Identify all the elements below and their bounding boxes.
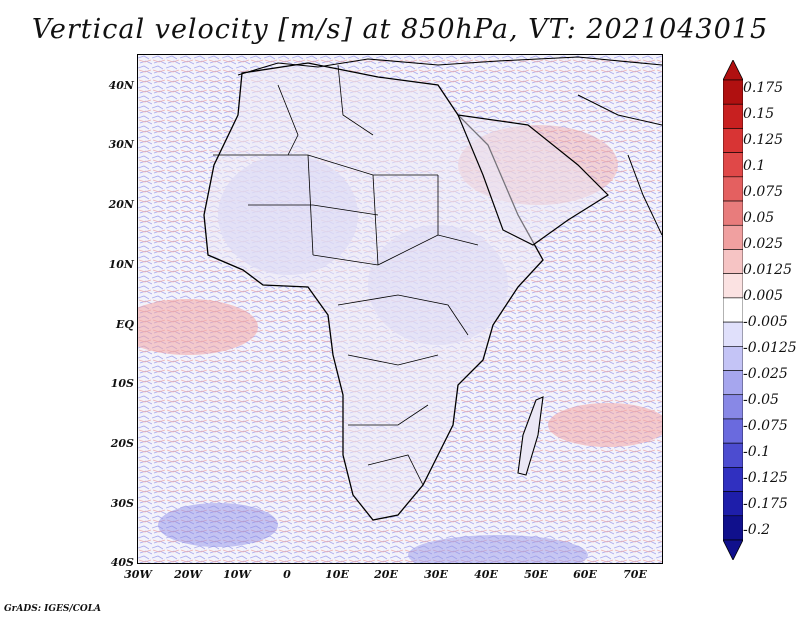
colorbar-label: -0.0125	[743, 340, 797, 356]
colorbar-label: -0.025	[743, 366, 788, 382]
map-panel	[137, 54, 663, 564]
lon-label: 30W	[124, 568, 152, 581]
map-field	[138, 55, 662, 563]
colorbar-label: -0.125	[743, 470, 788, 486]
colorbar-label: 0.025	[743, 236, 784, 252]
lat-label: 30S	[110, 497, 134, 510]
colorbar-box	[723, 394, 743, 420]
colorbar-box	[723, 249, 743, 274]
lon-label: 20E	[374, 568, 398, 581]
colorbar-box	[723, 152, 743, 178]
lon-label: 10W	[223, 568, 251, 581]
colorbar-top-arrow	[723, 60, 743, 81]
lon-label: 30E	[424, 568, 448, 581]
colorbar-label: 0.075	[743, 184, 784, 200]
colorbar-box	[723, 515, 743, 541]
lon-label: 70E	[623, 568, 647, 581]
lon-label: 40E	[474, 568, 498, 581]
colorbar-box	[723, 176, 743, 202]
colorbar-bottom-arrow	[723, 539, 743, 560]
colorbar-label: 0.1	[743, 158, 766, 174]
colorbar-label: -0.005	[743, 314, 788, 330]
colorbar-label: 0.05	[743, 210, 775, 226]
colorbar-box	[723, 297, 743, 323]
lon-label: 0	[283, 568, 291, 581]
footer-credit: GrADS: IGES/COLA	[4, 604, 102, 614]
colorbar-box	[723, 79, 743, 105]
lon-label: 50E	[524, 568, 548, 581]
colorbar-label: -0.2	[743, 522, 770, 538]
lat-label: 20S	[110, 437, 134, 450]
lat-label: 30N	[108, 138, 134, 151]
colorbar-label: -0.175	[743, 496, 788, 512]
colorbar	[723, 60, 743, 560]
colorbar-box	[723, 346, 743, 371]
lon-label: 60E	[573, 568, 597, 581]
colorbar-box	[723, 370, 743, 396]
colorbar-label: 0.0125	[743, 262, 792, 278]
lat-label: 40N	[108, 79, 134, 92]
colorbar-label: -0.075	[743, 418, 788, 434]
lat-label: 40S	[110, 556, 134, 569]
colorbar-box	[723, 273, 743, 299]
colorbar-box	[723, 321, 743, 347]
colorbar-label: -0.05	[743, 392, 779, 408]
colorbar-label: -0.1	[743, 444, 770, 460]
colorbar-box	[723, 200, 743, 226]
chart-title: Vertical velocity [m/s] at 850hPa, VT: 2…	[31, 14, 769, 45]
colorbar-box	[723, 442, 743, 468]
colorbar-box	[723, 491, 743, 517]
lat-label: 10S	[110, 377, 134, 390]
colorbar-label: 0.175	[743, 80, 784, 96]
colorbar-label: 0.125	[743, 132, 784, 148]
lat-label: 20N	[108, 198, 134, 211]
lat-label: EQ	[116, 318, 134, 331]
lon-label: 20W	[174, 568, 202, 581]
colorbar-box	[723, 224, 743, 250]
colorbar-label: 0.15	[743, 106, 775, 122]
lon-label: 10E	[325, 568, 349, 581]
lat-label: 10N	[108, 258, 134, 271]
colorbar-box	[723, 103, 743, 129]
colorbar-box	[723, 418, 743, 444]
arabia-coastline	[457, 114, 609, 246]
madagascar	[517, 396, 544, 476]
colorbar-box	[723, 467, 743, 492]
colorbar-label: 0.005	[743, 288, 784, 304]
colorbar-box	[723, 128, 743, 153]
